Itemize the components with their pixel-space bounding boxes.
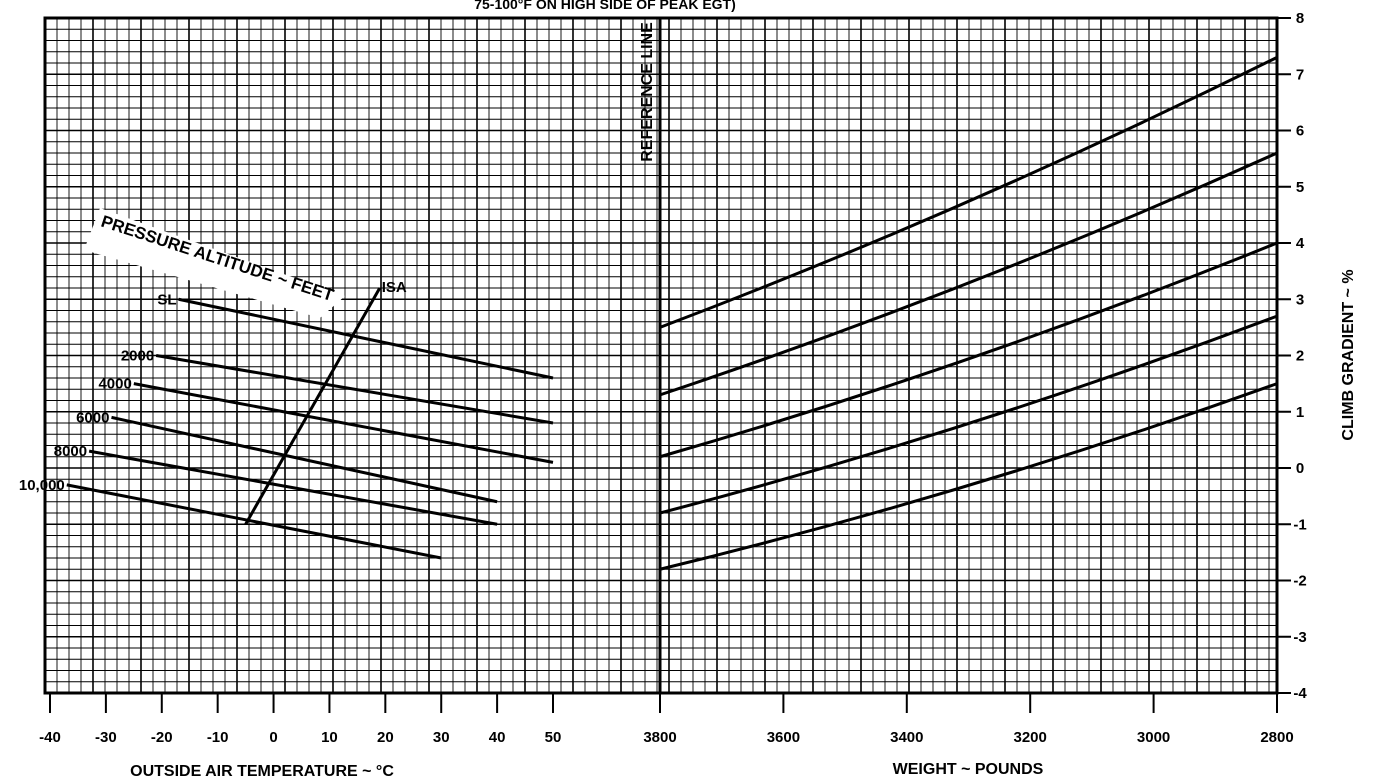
weight-axis: 3800 3600 3400 3200 3000 2800 [643,693,1294,746]
y-tick-label: 7 [1296,66,1304,83]
x-tick-label: 3000 [1137,729,1170,746]
weight-line [659,314,1278,515]
y-tick-label: 2 [1296,348,1304,365]
altitude-line [155,354,554,425]
x-tick-label: 2800 [1260,729,1293,746]
y-tick-label: 6 [1296,123,1304,140]
weight-line [659,56,1278,329]
y-tick-label: 0 [1296,460,1304,477]
x-tick-label: 3400 [890,729,923,746]
altitude-line [66,483,442,560]
x-tick-label: 3200 [1014,729,1047,746]
x-tick-label: 20 [377,729,394,746]
weight-lines [659,56,1278,571]
altitude-line-label: 6000 [76,409,109,426]
altitude-line-label: 4000 [98,376,131,393]
y-tick-label: -1 [1293,516,1306,533]
x-axis-label-weight: WEIGHT ~ POUNDS [893,761,1044,778]
y-axis-label: CLIMB GRADIENT ~ % [1340,269,1357,440]
weight-line [659,382,1278,571]
y-tick-label: 8 [1296,10,1304,27]
altitude-line-label: SL [157,291,176,308]
x-tick-label: 3600 [767,729,800,746]
x-tick-label: 0 [269,729,277,746]
altitude-lines: SL 2000 4000 6000 8000 10,000 ISA [19,279,554,560]
x-tick-label: -30 [95,729,117,746]
y-tick-label: 4 [1296,235,1305,252]
altitude-line [88,449,498,526]
y-tick-label: 5 [1296,179,1304,196]
altitude-line [178,297,554,380]
reference-line-label: REFERENCE LINE [639,22,656,162]
x-tick-label: 10 [321,729,338,746]
altitude-line-label: 10,000 [19,477,65,494]
altitude-line [244,287,382,525]
y-tick-label: -2 [1293,573,1306,590]
y-tick-label: 3 [1296,291,1304,308]
weight-line [659,151,1278,397]
temperature-axis: -40 -30 -20 -10 0 10 20 30 40 50 [39,693,561,746]
y-tick-label: 1 [1296,404,1304,421]
altitude-line-label: 2000 [121,348,154,365]
altitude-line [111,415,498,504]
x-tick-label: -10 [207,729,229,746]
y-tick-label: -3 [1293,629,1306,646]
chart-title: 75-100°F ON HIGH SIDE OF PEAK EGT) [474,0,736,12]
x-tick-label: 50 [545,729,562,746]
x-axis-label-temperature: OUTSIDE AIR TEMPERATURE ~ °C [130,763,394,780]
altitude-line-label: 8000 [54,443,87,460]
altitude-line-label: ISA [382,279,407,296]
weight-line [659,241,1278,459]
climb-gradient-axis: 8 7 6 5 4 3 2 1 0 -1 -2 -3 -4 [1277,10,1307,702]
x-tick-label: 3800 [643,729,676,746]
x-tick-label: 30 [433,729,450,746]
x-tick-label: -20 [151,729,173,746]
x-tick-label: -40 [39,729,61,746]
y-tick-label: -4 [1293,685,1307,702]
altitude-line [133,382,554,464]
x-tick-label: 40 [489,729,506,746]
